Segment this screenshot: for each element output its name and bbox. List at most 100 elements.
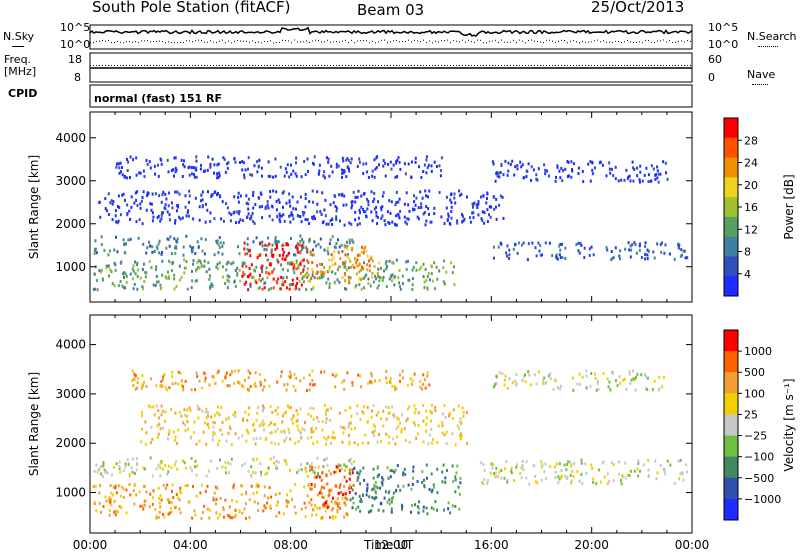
power-echo-band	[491, 159, 669, 184]
colorbar-tick-label: −500	[744, 472, 774, 485]
power-echo-band	[92, 258, 456, 292]
x-tick-label: 12:00	[374, 538, 409, 552]
colorbar-tick-label: 8	[744, 246, 751, 259]
colorbar-swatch	[724, 330, 738, 352]
velocity-echo-band	[93, 455, 355, 479]
station-title: South Pole Station (fitACF)	[92, 0, 291, 16]
colorbar-tick-label: −100	[744, 451, 774, 464]
colorbar-swatch	[724, 456, 738, 479]
velocity-echo-band	[140, 403, 469, 447]
colorbar-swatch	[724, 414, 738, 437]
power-echo-band	[493, 241, 689, 262]
y-tick-label: 3000	[55, 387, 86, 401]
cpid-label: CPID	[8, 87, 38, 100]
x-tick-label: 00:00	[73, 538, 108, 552]
colorbar-title: Power [dB]	[782, 174, 796, 239]
colorbar-tick-label: 500	[744, 366, 765, 379]
colorbar-tick-label: 4	[744, 268, 751, 281]
nave-trace	[90, 65, 691, 66]
noise-tick-right-bottom: 10^0	[708, 38, 739, 51]
date-label: 25/Oct/2013	[591, 0, 685, 16]
power-colorbar: 28 24 20 16 12 8 4 Power [dB]	[723, 117, 796, 297]
colorbar-tick-label: −25	[744, 430, 767, 443]
nsearch-legend-line	[758, 46, 778, 47]
nave-tick-bottom: 0	[708, 71, 715, 84]
colorbar-swatch	[724, 216, 738, 238]
nsky-label: N.Sky	[3, 30, 35, 43]
velocity-echo-band	[304, 464, 355, 510]
colorbar-title: Velocity [m s⁻¹]	[782, 378, 796, 471]
nave-legend-line	[752, 84, 768, 85]
y-tick-label: 4000	[55, 131, 86, 145]
colorbar-tick-label: 24	[744, 157, 758, 170]
time-axis: 00:00 04:00 08:00 12:00 16:00 20:00 00:00	[73, 538, 710, 552]
colorbar-tick-label: 1000	[744, 345, 772, 358]
colorbar-tick-label: 12	[744, 223, 758, 236]
colorbar-tick-label: 25	[744, 408, 758, 421]
colorbar-swatch	[724, 372, 738, 394]
cpid-value: normal (fast) 151 RF	[94, 92, 222, 105]
nsky-legend-line	[12, 46, 24, 47]
x-tick-label: 20:00	[574, 538, 609, 552]
nsearch-trace	[90, 39, 691, 44]
beam-label: Beam 03	[357, 1, 425, 19]
y-tick-label: 2000	[55, 217, 86, 231]
noise-tick-left-top: 10^5	[60, 21, 91, 34]
colorbar-swatch	[724, 477, 738, 500]
x-tick-label: 00:00	[675, 538, 710, 552]
cpid-panel	[89, 84, 693, 108]
noise-panel	[89, 24, 693, 50]
velocity-panel: 1000 2000 3000 4000 Slant Range [km]	[27, 314, 693, 534]
colorbar-swatch	[724, 351, 738, 373]
x-axis-title: Time UT	[364, 538, 414, 552]
power-echo-band	[303, 245, 381, 283]
colorbar-swatch	[724, 177, 738, 198]
freq-unit: [MHz]	[4, 65, 37, 78]
y-axis-title: Slant Range [km]	[27, 372, 41, 476]
colorbar-swatch	[724, 157, 738, 178]
x-tick-label: 08:00	[273, 538, 308, 552]
colorbar-swatch	[724, 118, 738, 139]
velocity-echo-band	[479, 458, 689, 486]
colorbar-swatch	[724, 435, 738, 458]
colorbar-tick-label: 16	[744, 201, 758, 214]
colorbar-tick-label: 100	[744, 387, 765, 400]
colorbar-tick-label: 28	[744, 134, 758, 147]
velocity-echo-band	[131, 369, 431, 392]
colorbar-swatch	[724, 276, 738, 297]
power-echo-band	[241, 241, 305, 292]
y-tick-label: 2000	[55, 436, 86, 450]
colorbar-swatch	[724, 197, 738, 218]
colorbar-swatch	[724, 393, 738, 415]
colorbar-tick-label: 20	[744, 179, 758, 192]
x-tick-label: 16:00	[474, 538, 509, 552]
freq-label: Freq.	[4, 53, 32, 66]
velocity-echo-band	[92, 482, 349, 520]
colorbar-tick-label: −1000	[744, 493, 781, 506]
nsearch-label: N.Search	[747, 30, 797, 43]
y-tick-label: 4000	[55, 338, 86, 352]
power-echo-band	[93, 234, 355, 257]
freq-tick-bottom: 8	[74, 71, 81, 84]
noise-tick-right-top: 10^5	[708, 21, 739, 34]
frequency-panel	[89, 52, 693, 83]
colorbar-swatch	[724, 236, 738, 257]
nave-label: Nave	[747, 68, 776, 81]
y-tick-label: 1000	[55, 260, 86, 274]
velocity-echo-band	[348, 463, 462, 516]
nave-tick-top: 60	[708, 53, 722, 66]
y-axis-title: Slant Range [km]	[27, 155, 41, 259]
power-echo-band	[115, 155, 443, 180]
velocity-echo-band	[492, 369, 665, 392]
nsky-trace	[89, 26, 693, 37]
y-tick-label: 3000	[55, 174, 86, 188]
y-tick-label: 1000	[55, 486, 86, 500]
colorbar-swatch	[724, 498, 738, 521]
power-echo-band	[98, 189, 505, 227]
noise-tick-left-bottom: 10^0	[60, 38, 91, 51]
x-tick-label: 04:00	[173, 538, 208, 552]
velocity-colorbar: 1000 500 100 25 −25 −100 −500 −1000 Velocity [m …	[723, 329, 796, 521]
colorbar-swatch	[724, 137, 738, 159]
colorbar-swatch	[724, 256, 738, 277]
